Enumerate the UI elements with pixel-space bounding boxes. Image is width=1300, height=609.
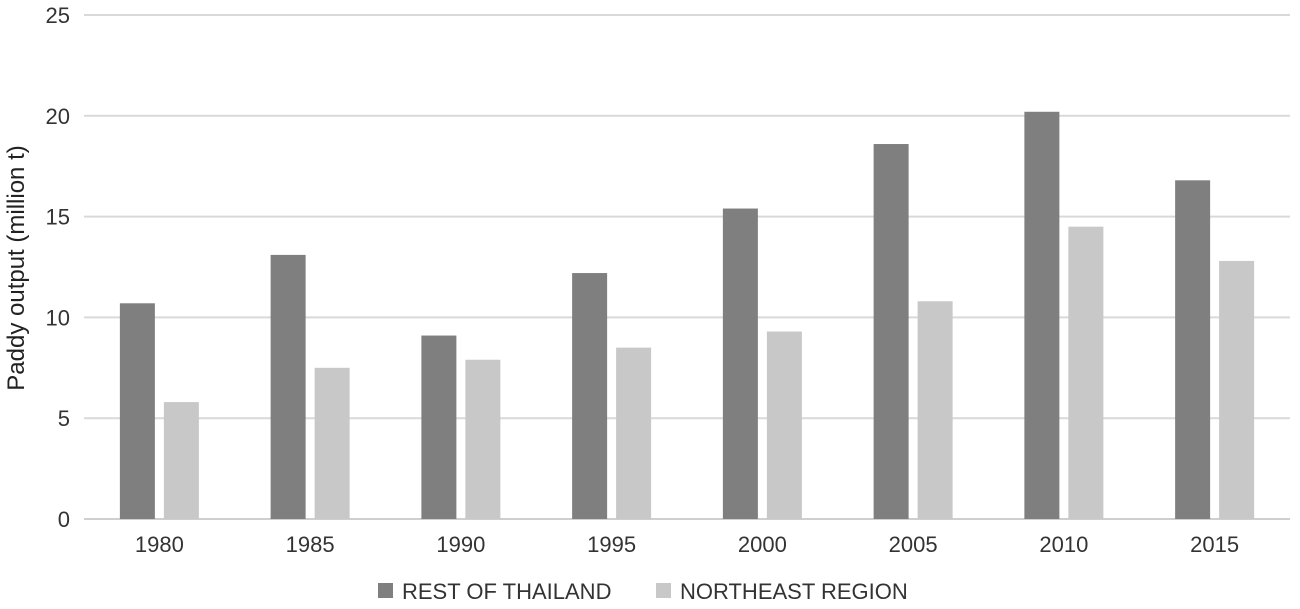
x-tick-label: 1990 (436, 532, 485, 557)
legend-swatch-rest-of-thailand (378, 583, 393, 598)
x-axis-ticks: 1980 1985 1990 1995 2000 2005 2010 2015 (135, 532, 1239, 557)
legend: REST OF THAILAND NORTHEAST REGION (378, 579, 908, 604)
bar-rest-of-thailand-2005 (873, 144, 909, 520)
bar-northeast-region-2015 (1219, 260, 1255, 519)
bar-rest-of-thailand-1990 (421, 335, 457, 519)
bar-rest-of-thailand-2010 (1024, 111, 1060, 519)
bar-rest-of-thailand-2000 (722, 208, 758, 519)
bar-rest-of-thailand-2015 (1175, 180, 1211, 519)
y-tick-label: 0 (58, 507, 70, 532)
bar-northeast-region-1985 (314, 367, 350, 519)
legend-label-rest-of-thailand: REST OF THAILAND (402, 579, 611, 604)
y-tick-label: 20 (46, 104, 70, 129)
bar-rest-of-thailand-1980 (119, 303, 155, 519)
x-tick-label: 2000 (738, 532, 787, 557)
legend-swatch-northeast-region (656, 583, 671, 598)
x-tick-label: 1980 (135, 532, 184, 557)
bar-northeast-region-2010 (1068, 226, 1104, 519)
bar-northeast-region-2005 (917, 301, 953, 519)
y-tick-label: 5 (58, 406, 70, 431)
y-tick-label: 10 (46, 305, 70, 330)
x-tick-label: 1995 (587, 532, 636, 557)
bar-northeast-region-1990 (465, 359, 501, 519)
legend-label-northeast-region: NORTHEAST REGION (680, 579, 908, 604)
y-tick-label: 25 (46, 3, 70, 28)
gridlines (84, 14, 1290, 520)
bar-northeast-region-2000 (766, 331, 802, 519)
y-axis-ticks: 0 5 10 15 20 25 (46, 3, 70, 532)
x-tick-label: 1985 (286, 532, 335, 557)
y-tick-label: 15 (46, 205, 70, 230)
x-tick-label: 2010 (1039, 532, 1088, 557)
x-tick-label: 2005 (889, 532, 938, 557)
bar-rest-of-thailand-1995 (572, 273, 608, 519)
y-axis-title: Paddy output (million t) (3, 145, 30, 390)
x-tick-label: 2015 (1190, 532, 1239, 557)
bars (119, 111, 1255, 520)
bar-rest-of-thailand-1985 (270, 254, 306, 520)
bar-northeast-region-1980 (163, 402, 199, 519)
bar-northeast-region-1995 (616, 347, 652, 519)
